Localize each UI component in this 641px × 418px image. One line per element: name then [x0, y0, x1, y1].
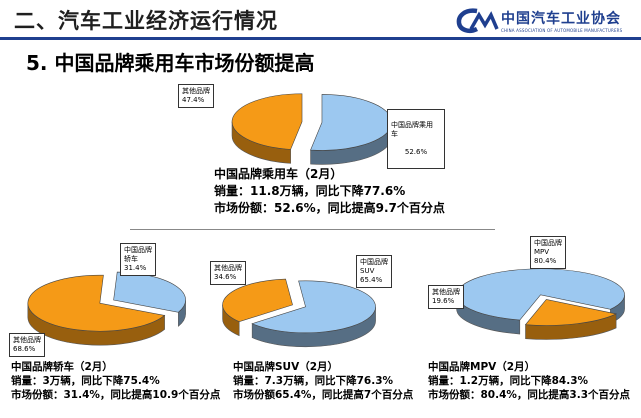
label-other-suv: 其他品牌 34.6%: [210, 261, 246, 285]
logo-name: 中国汽车工业协会: [501, 11, 621, 27]
pie-slice-other: [27, 274, 166, 332]
pie-chart-suv: [222, 278, 376, 348]
stats-passenger-share: 市场份额：52.6%，同比提高9.7个百分点: [214, 201, 445, 215]
label-other-sedan: 其他品牌 68.6%: [9, 333, 45, 357]
label-brand-suv: 中国品牌 SUV 65.4%: [356, 255, 392, 288]
label-brand-name: 中国品牌 SUV: [360, 258, 388, 275]
label-brand-sedan: 中国品牌 轿车 31.4%: [120, 243, 156, 276]
label-other-value: 68.6%: [13, 345, 36, 353]
label-other-name: 其他品牌: [432, 288, 460, 296]
stats-suv-share: 市场份额65.4%，同比提高7个百分点: [233, 389, 414, 401]
stats-suv: 中国品牌SUV（2月） 销量：7.3万辆，同比下降76.3% 市场份额65.4%…: [233, 360, 413, 402]
stats-suv-sales: 销量：7.3万辆，同比下降76.3%: [233, 375, 394, 387]
label-brand-value: 65.4%: [360, 276, 383, 284]
chart-passenger-cars: 其他品牌 47.4% 中国品牌乘用 车 52.6%: [178, 80, 445, 175]
stats-sedan-sales: 销量：3万辆，同比下降75.4%: [11, 375, 160, 387]
stats-suv-title: 中国品牌SUV（2月）: [233, 361, 339, 373]
label-brand-value: 52.6%: [404, 148, 428, 156]
stats-mpv-share: 市场份额：80.4%，同比提高3.3个百分点: [428, 389, 631, 401]
pie-chart-passenger-cars: [231, 93, 393, 165]
label-other-value: 34.6%: [214, 273, 237, 281]
stats-mpv-sales: 销量：1.2万辆，同比下降84.3%: [428, 375, 589, 387]
logo-subtitle: CHINA ASSOCIATION OF AUTOMOBILE MANUFACT…: [501, 28, 623, 33]
stats-sedan-title: 中国品牌轿车（2月）: [11, 361, 113, 373]
label-other-name: 其他品牌: [13, 336, 41, 344]
label-brand-passenger: 中国品牌乘用 车 52.6%: [387, 109, 445, 169]
stats-mpv: 中国品牌MPV（2月） 销量：1.2万辆，同比下降84.3% 市场份额：80.4…: [428, 360, 630, 402]
label-brand-mpv: 中国品牌 MPV 80.4%: [530, 236, 566, 269]
label-other-mpv: 其他品牌 19.6%: [428, 285, 464, 309]
label-brand-name: 中国品牌 轿车: [124, 246, 152, 263]
label-other-value: 19.6%: [432, 297, 455, 305]
stats-sedan: 中国品牌轿车（2月） 销量：3万辆，同比下降75.4% 市场份额：31.4%，同…: [11, 360, 220, 402]
stats-sedan-share: 市场份额：31.4%，同比提高10.9个百分点: [11, 389, 221, 401]
label-brand-value: 80.4%: [534, 257, 557, 265]
header-divider: [0, 37, 641, 40]
chart-sedan: 中国品牌 轿车 31.4% 其他品牌 68.6%: [5, 240, 205, 357]
header-bar: [0, 0, 641, 38]
label-other-name: 其他品牌: [214, 264, 242, 272]
label-brand-name: 中国品牌 MPV: [534, 239, 562, 256]
label-other-value: 47.4%: [182, 96, 205, 104]
caam-logo: 中国汽车工业协会 CHINA ASSOCIATION OF AUTOMOBILE…: [455, 7, 635, 35]
caam-logo-icon: [456, 8, 499, 33]
pie-slice-other: [222, 278, 293, 323]
stats-passenger: 中国品牌乘用车（2月） 销量：11.8万辆，同比下降77.6% 市场份额：52.…: [214, 166, 445, 217]
stats-mpv-title: 中国品牌MPV（2月）: [428, 361, 536, 373]
section-divider: [130, 229, 495, 230]
label-other-name: 其他品牌: [182, 87, 210, 95]
label-brand-value: 31.4%: [124, 264, 147, 272]
pie-chart-sedan: [27, 271, 186, 346]
section-title: 5. 中国品牌乘用车市场份额提高: [26, 51, 315, 75]
label-brand-name: 中国品牌乘用 车: [391, 121, 433, 138]
pie-slice-other: [524, 299, 618, 326]
stats-passenger-sales: 销量：11.8万辆，同比下降77.6%: [214, 184, 406, 198]
pie-slice-brand: [251, 280, 376, 334]
pie-slice-brand: [456, 268, 625, 321]
pie-slice-brand: [113, 271, 186, 313]
label-other-passenger: 其他品牌 47.4%: [178, 84, 214, 108]
page-title: 二、汽车工业经济运行情况: [14, 9, 278, 33]
chart-suv: 其他品牌 34.6% 中国品牌 SUV 65.4%: [208, 240, 408, 355]
pie-slice-other: [231, 93, 303, 150]
chart-mpv: 中国品牌 MPV 80.4% 其他品牌 19.6%: [420, 232, 635, 355]
stats-passenger-title: 中国品牌乘用车（2月）: [214, 167, 343, 181]
pie-chart-mpv: [456, 268, 625, 340]
